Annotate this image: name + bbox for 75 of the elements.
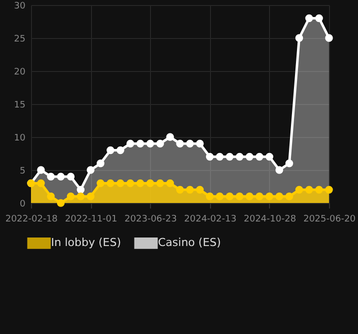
point bbox=[106, 146, 114, 154]
point bbox=[305, 186, 314, 194]
point bbox=[126, 140, 134, 148]
point bbox=[176, 140, 184, 148]
x-tick-label: 2022-02-18 bbox=[5, 214, 58, 224]
y-tick-label: 5 bbox=[20, 166, 26, 176]
x-tick-label: 2024-02-13 bbox=[184, 214, 236, 224]
y-tick-label: 10 bbox=[14, 134, 26, 144]
point bbox=[305, 14, 314, 22]
point bbox=[166, 179, 174, 188]
point bbox=[96, 179, 104, 188]
point bbox=[315, 14, 323, 22]
point bbox=[266, 192, 274, 200]
y-tick-label: 15 bbox=[14, 100, 26, 110]
x-tick-label: 2023-06-23 bbox=[124, 214, 177, 224]
point bbox=[156, 179, 164, 188]
point bbox=[216, 152, 224, 161]
point bbox=[46, 172, 55, 180]
point bbox=[285, 160, 294, 168]
point bbox=[315, 186, 323, 194]
point bbox=[106, 179, 114, 188]
point bbox=[275, 166, 284, 174]
point bbox=[206, 152, 214, 161]
point bbox=[136, 179, 144, 188]
legend-label: In lobby (ES) bbox=[51, 236, 121, 250]
point bbox=[325, 186, 333, 194]
point bbox=[136, 140, 144, 148]
point bbox=[275, 192, 284, 200]
point bbox=[56, 172, 65, 180]
point bbox=[116, 179, 124, 188]
point bbox=[295, 34, 304, 42]
point bbox=[66, 192, 75, 200]
point bbox=[166, 133, 174, 141]
point bbox=[46, 192, 55, 200]
point bbox=[86, 192, 94, 200]
point bbox=[116, 146, 124, 154]
x-tick-label: 2024-10-28 bbox=[244, 214, 296, 224]
point bbox=[76, 186, 85, 194]
point bbox=[86, 166, 94, 174]
point bbox=[37, 166, 45, 174]
legend-label: Casino (ES) bbox=[158, 236, 221, 250]
y-tick-label: 30 bbox=[14, 2, 26, 12]
point bbox=[186, 186, 194, 194]
y-tick-label: 20 bbox=[14, 68, 26, 78]
y-tick-label: 0 bbox=[20, 200, 26, 210]
point bbox=[236, 192, 244, 200]
point bbox=[176, 186, 184, 194]
point bbox=[66, 172, 75, 180]
point bbox=[146, 179, 154, 188]
point bbox=[236, 152, 244, 161]
point bbox=[156, 140, 164, 148]
point bbox=[196, 186, 204, 194]
point bbox=[146, 140, 154, 148]
point bbox=[295, 186, 304, 194]
point bbox=[226, 192, 234, 200]
point bbox=[126, 179, 134, 188]
point bbox=[256, 152, 264, 161]
point bbox=[206, 192, 214, 200]
point bbox=[96, 160, 104, 168]
point bbox=[256, 192, 264, 200]
point bbox=[325, 34, 333, 42]
point bbox=[76, 192, 85, 200]
point bbox=[216, 192, 224, 200]
y-tick-label: 25 bbox=[14, 34, 26, 44]
point bbox=[266, 152, 274, 161]
point bbox=[37, 179, 45, 188]
point bbox=[186, 140, 194, 148]
x-tick-label: 2025-06-20 bbox=[303, 214, 356, 224]
point bbox=[246, 152, 254, 161]
point bbox=[246, 192, 254, 200]
point bbox=[285, 192, 294, 200]
point bbox=[196, 140, 204, 148]
point bbox=[226, 152, 234, 161]
point bbox=[56, 199, 65, 207]
x-tick-label: 2022-11-01 bbox=[64, 214, 118, 224]
